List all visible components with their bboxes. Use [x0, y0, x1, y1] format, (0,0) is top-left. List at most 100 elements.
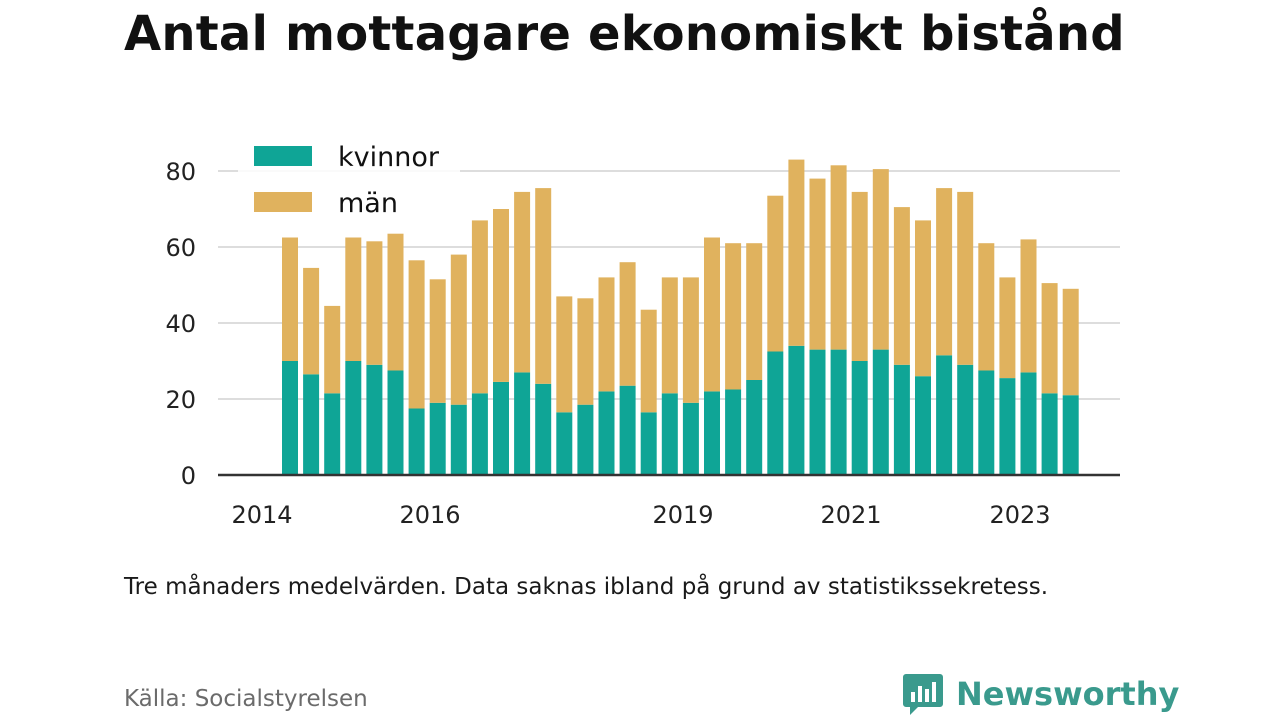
bar-man: [957, 191, 974, 365]
bar-man: [746, 243, 763, 380]
bar-man: [324, 305, 341, 394]
bar-man: [1041, 283, 1058, 394]
bar-man: [661, 277, 678, 394]
bar-man: [788, 159, 805, 346]
newsworthy-bar-chart-icon: [903, 674, 943, 715]
bar-kvinnor: [851, 361, 868, 475]
bar-man: [682, 277, 699, 403]
bar-kvinnor: [788, 345, 805, 475]
bar-man: [535, 188, 552, 384]
y-tick-label: 40: [165, 310, 196, 338]
bar-man: [872, 169, 889, 350]
bar-kvinnor: [282, 361, 298, 475]
bar-kvinnor: [408, 408, 425, 475]
legend-label-kvinnor: kvinnor: [338, 142, 440, 173]
bar-kvinnor: [1041, 393, 1058, 475]
bar-man: [851, 191, 868, 361]
legend: kvinnor män: [238, 134, 460, 228]
bar-kvinnor: [661, 393, 678, 475]
bar-kvinnor: [514, 372, 531, 475]
x-tick-label: 2014: [231, 501, 292, 529]
x-tick-label: 2016: [399, 501, 460, 529]
bar-man: [1020, 239, 1037, 373]
bar-man: [936, 188, 953, 356]
bar-kvinnor: [893, 364, 910, 475]
bar-man: [471, 220, 488, 394]
bar-kvinnor: [1062, 395, 1079, 475]
x-tick-label: 2021: [820, 501, 881, 529]
bar-man: [978, 243, 995, 371]
bar-kvinnor: [577, 404, 594, 475]
bar-kvinnor: [936, 355, 953, 475]
bar-man: [704, 237, 720, 392]
legend-swatch-man: [254, 192, 312, 212]
bar-man: [1062, 288, 1079, 396]
chart-svg: 0 20 40 60 80 2014 2016 2019 2021 2023 kvinnor m…: [165, 134, 1120, 529]
bar-kvinnor: [387, 370, 404, 475]
chart-note: Tre månaders medelvärden. Data saknas ib…: [124, 574, 1049, 600]
bar-kvinnor: [746, 380, 763, 475]
bar-kvinnor: [303, 374, 320, 475]
bar-kvinnor: [471, 393, 488, 475]
y-tick-label: 80: [165, 158, 196, 186]
bar-man: [408, 260, 425, 409]
bar-kvinnor: [767, 351, 784, 475]
bar-man: [282, 237, 298, 361]
bar-kvinnor: [872, 349, 889, 475]
bar-man: [366, 241, 383, 365]
legend-swatch-kvinnor: [254, 146, 312, 166]
chart-title: Antal mottagare ekonomiskt bistånd: [124, 6, 1125, 62]
bar-kvinnor: [366, 364, 383, 475]
legend-label-man: män: [338, 188, 398, 219]
bar-man: [915, 220, 931, 377]
bar-man: [514, 191, 531, 373]
bar-kvinnor: [809, 349, 826, 475]
bar-man: [830, 165, 847, 350]
y-tick-label: 0: [181, 462, 196, 490]
bar-man: [619, 262, 636, 386]
bar-man: [598, 277, 615, 392]
x-tick-label: 2023: [989, 501, 1050, 529]
bar-man: [577, 298, 594, 405]
bar-man: [493, 209, 509, 382]
bar-kvinnor: [957, 364, 974, 475]
bar-man: [387, 233, 404, 371]
bar-man: [725, 243, 742, 390]
bar-man: [767, 195, 784, 352]
bar-kvinnor: [915, 376, 931, 475]
x-tick-label: 2019: [652, 501, 713, 529]
y-axis-ticks: 0 20 40 60 80: [165, 158, 196, 490]
bar-kvinnor: [704, 391, 720, 475]
bars: [282, 159, 1079, 475]
bar-kvinnor: [1020, 372, 1037, 475]
bar-man: [429, 279, 446, 403]
bar-man: [303, 267, 320, 375]
bar-man: [809, 178, 826, 350]
bar-kvinnor: [682, 402, 699, 475]
bar-kvinnor: [999, 378, 1016, 475]
bar-man: [556, 296, 573, 413]
bar-kvinnor: [450, 404, 467, 475]
bar-man: [640, 309, 657, 413]
bar-kvinnor: [345, 361, 362, 475]
bar-kvinnor: [556, 412, 573, 475]
x-axis-ticks: 2014 2016 2019 2021 2023: [231, 501, 1050, 529]
newsworthy-logo[interactable]: Newsworthy: [902, 672, 1179, 716]
bar-kvinnor: [830, 349, 847, 475]
bar-man: [450, 254, 467, 405]
bar-kvinnor: [640, 412, 657, 475]
bar-man: [999, 277, 1016, 379]
bar-kvinnor: [535, 383, 552, 475]
bar-kvinnor: [619, 385, 636, 475]
y-tick-label: 60: [165, 234, 196, 262]
brand-name: Newsworthy: [956, 675, 1180, 713]
bar-kvinnor: [598, 391, 615, 475]
bar-man: [893, 207, 910, 365]
y-tick-label: 20: [165, 386, 196, 414]
bar-kvinnor: [493, 381, 509, 475]
source-text: Källa: Socialstyrelsen: [124, 686, 368, 712]
bar-kvinnor: [725, 389, 742, 475]
bar-kvinnor: [429, 402, 446, 475]
bar-kvinnor: [978, 370, 995, 475]
bar-kvinnor: [324, 393, 341, 475]
